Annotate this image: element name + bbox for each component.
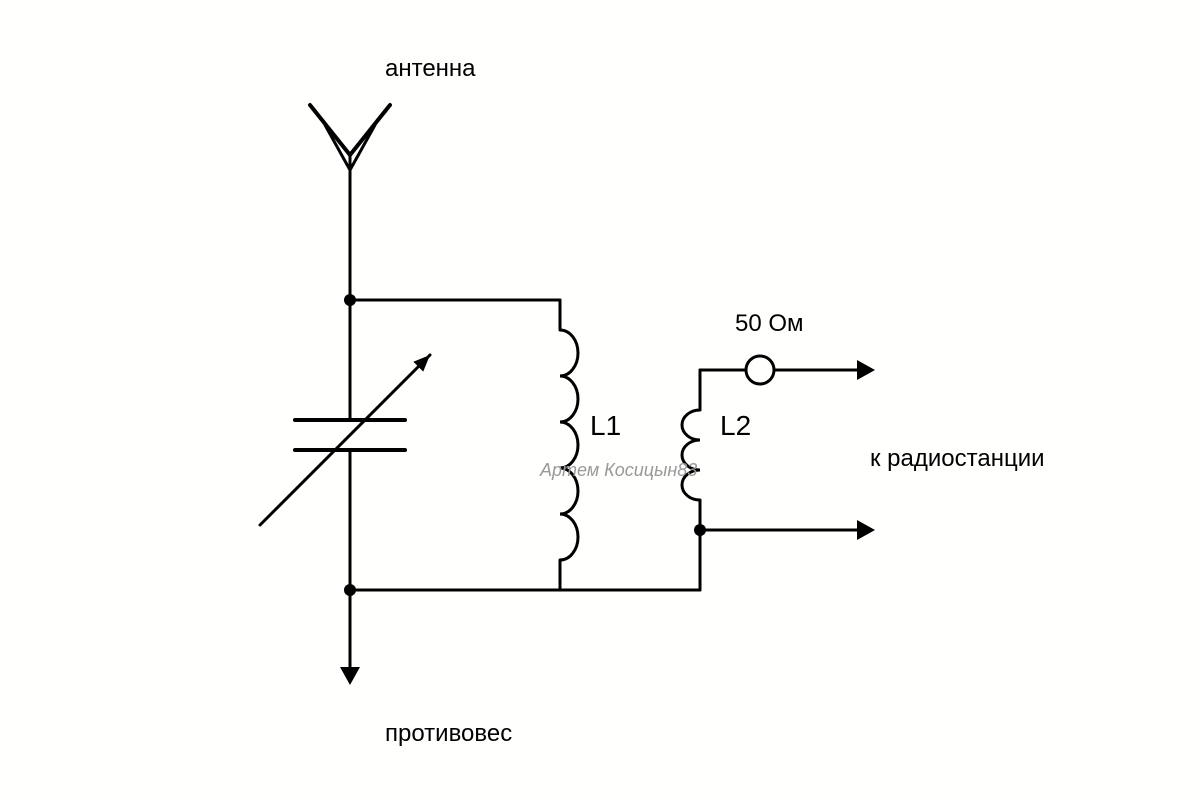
label-radio: к радиостанции (870, 445, 1045, 473)
watermark-text: Артем Косицын83 (540, 460, 697, 481)
label-l2: L2 (720, 410, 751, 442)
label-impedance: 50 Ом (735, 310, 804, 338)
label-counterweight: противовес (385, 720, 512, 748)
label-l1: L1 (590, 410, 621, 442)
circuit-diagram (0, 0, 1200, 800)
label-antenna: антенна (385, 55, 476, 83)
